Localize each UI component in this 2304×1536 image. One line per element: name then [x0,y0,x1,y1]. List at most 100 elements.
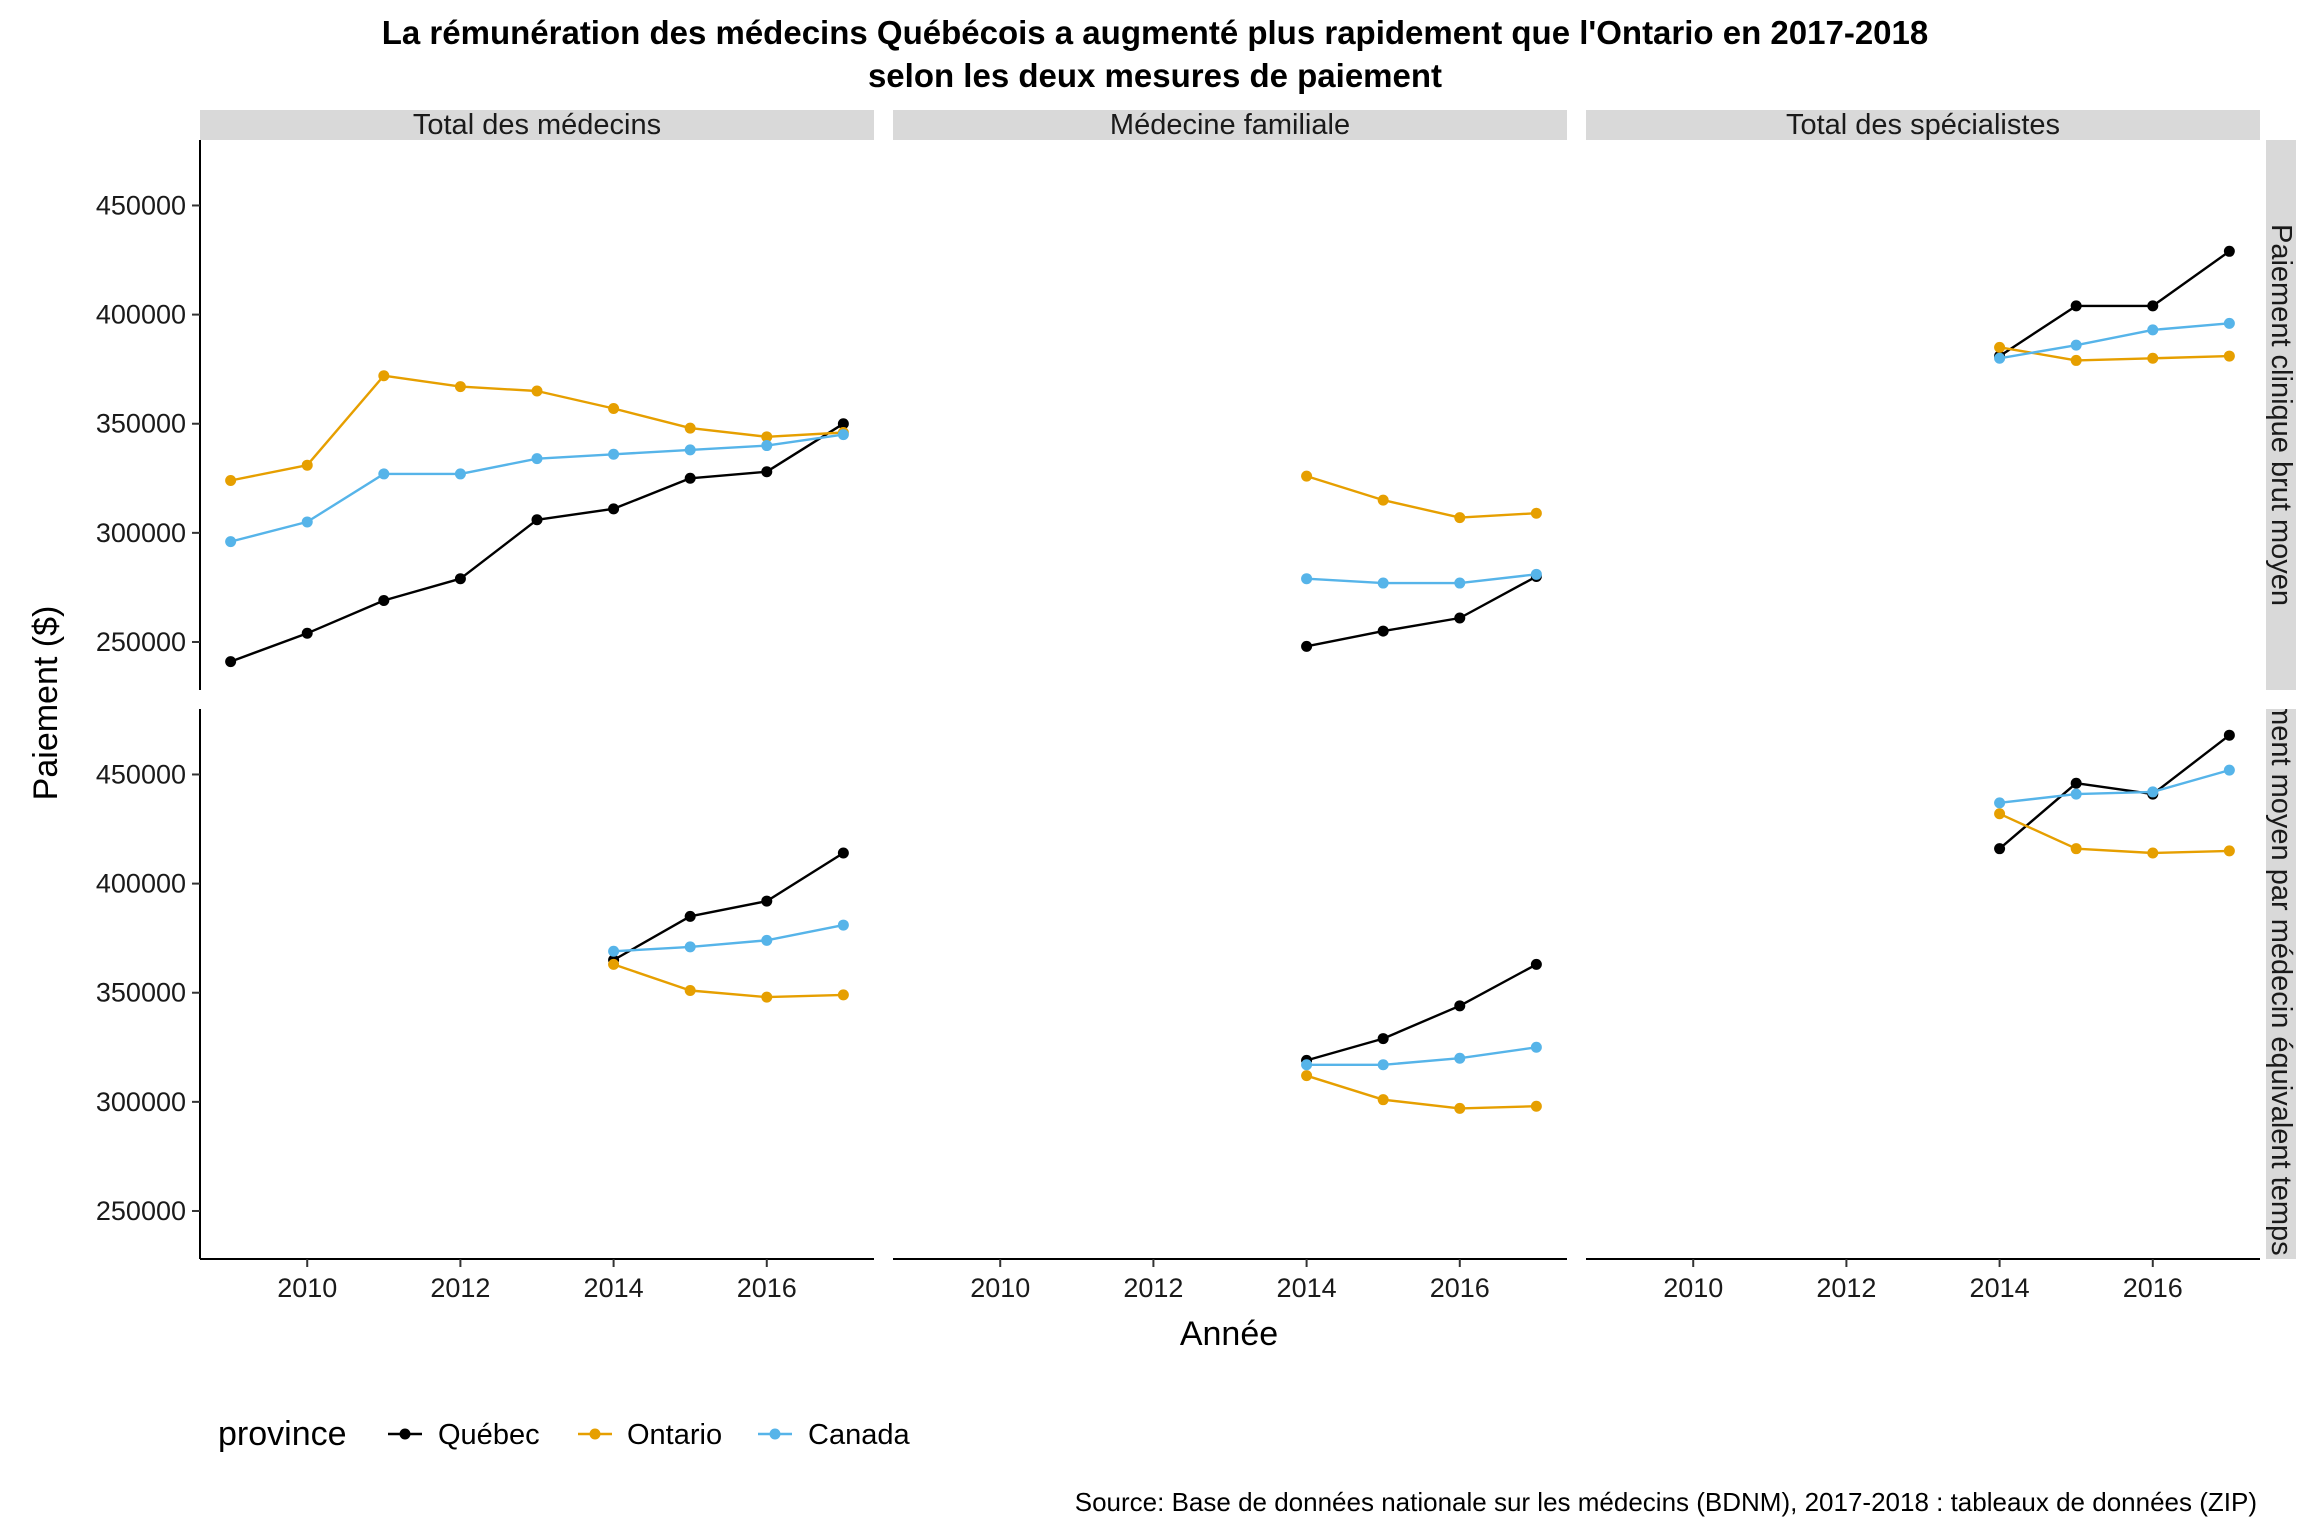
y-tick-label: 350000 [96,978,186,1008]
panel-r1-c1 [225,370,849,668]
series-line-ontario [1999,812,2230,855]
series-line-quebec [1998,250,2231,358]
data-point-quebec [684,472,696,484]
y-tick-label: 300000 [96,1087,186,1117]
data-point-ontario [2070,843,2082,855]
data-point-ontario [684,985,696,997]
data-point-canada [301,516,313,528]
data-point-quebec [2223,729,2235,741]
data-point-ontario [531,385,543,397]
data-point-quebec [2070,777,2082,789]
x-axis-title: Année [1180,1315,1278,1353]
data-point-canada [608,945,620,957]
data-point-canada [2070,339,2082,351]
x-tick-label: 2012 [1123,1273,1183,1303]
data-point-quebec [837,847,849,859]
data-point-canada [837,429,849,441]
row-strip-label-group: Paiement clinique brut moyen [2266,224,2296,606]
source-caption: Source: Base de données nationale sur le… [1075,1487,2257,1517]
data-point-quebec [1377,625,1389,637]
data-point-quebec [1301,640,1313,652]
y-tick-label: 450000 [96,759,186,789]
series-line-ontario [1306,1074,1537,1110]
data-point-quebec [301,627,313,639]
x-tick-label: 2014 [1970,1273,2030,1303]
legend-key-point-quebec [399,1428,411,1440]
data-point-ontario [608,402,620,414]
y-tick-label: 400000 [96,869,186,899]
data-point-quebec [837,418,849,430]
y-tick-label: 400000 [96,300,186,330]
data-point-quebec [531,514,543,526]
data-point-canada [225,536,237,548]
strip-medecine-familiale [893,110,1567,140]
data-point-canada [1530,1041,1542,1053]
data-point-canada [684,444,696,456]
data-point-canada [608,448,620,460]
data-point-quebec [2070,300,2082,312]
data-point-quebec [761,466,773,478]
series-line-canada [1999,322,2230,360]
data-point-ontario [2070,354,2082,366]
data-point-quebec [1377,1033,1389,1045]
data-point-canada [378,468,390,480]
legend-title: province [218,1415,347,1453]
strip-label-medecine-familiale: Médecine familiale [1110,109,1350,141]
y-axis-title: Paiement ($) [27,606,65,801]
x-tick-label: 2016 [1430,1273,1490,1303]
data-point-ontario [2223,845,2235,857]
y-tick-label: 350000 [96,409,186,439]
series-line-canada [230,433,844,543]
data-point-ontario [301,459,313,471]
data-point-canada [684,941,696,953]
series-line-quebec [613,851,845,962]
data-point-canada [2070,788,2082,800]
data-point-ontario [1994,341,2006,353]
data-point-ontario [761,431,773,443]
legend-label-quebec: Québec [438,1419,540,1451]
x-tick-label: 2012 [430,1273,490,1303]
data-point-quebec [2223,245,2235,257]
panel-r1-c2 [1301,470,1542,652]
panel-r1-c3 [1994,245,2235,366]
data-point-quebec [608,503,620,515]
series-line-quebec [1306,575,1537,648]
data-point-ontario [2223,350,2235,362]
series-line-canada [1306,573,1537,585]
data-point-ontario [2147,847,2159,859]
series-line-ontario [1999,346,2230,362]
row-strip-label-2: Paiement moyen par médecin équivalent te… [2265,643,2297,1325]
legend-key-point-canada [769,1428,781,1440]
data-point-quebec [761,895,773,907]
data-point-ontario [225,474,237,486]
panel-r2-c1 [608,847,849,1003]
series-line-ontario [613,963,844,999]
y-tick-label: 300000 [96,518,186,548]
x-tick-label: 2014 [584,1273,644,1303]
x-tick-label: 2010 [277,1273,337,1303]
data-point-quebec [684,910,696,922]
data-point-canada [1454,1052,1466,1064]
data-point-canada [2147,324,2159,336]
data-point-quebec [454,573,466,585]
data-point-ontario [608,958,620,970]
data-point-canada [1454,577,1466,589]
data-point-canada [1530,568,1542,580]
data-point-canada [1301,1059,1313,1071]
x-tick-label: 2010 [1663,1273,1723,1303]
x-tick-label: 2012 [1816,1273,1876,1303]
data-point-ontario [454,381,466,393]
panels-layer: Total des médecins Médecine familiale Tota… [96,109,2297,1325]
data-point-canada [2147,786,2159,798]
data-point-ontario [684,422,696,434]
data-point-ontario [1530,507,1542,519]
row-strip-label-group: Paiement moyen par médecin équivalent te… [2265,643,2297,1325]
legend-key-point-ontario [589,1428,601,1440]
data-point-quebec [1994,843,2006,855]
series-line-ontario [1306,474,1537,519]
data-point-ontario [837,989,849,1001]
data-point-canada [454,468,466,480]
data-point-ontario [378,370,390,382]
